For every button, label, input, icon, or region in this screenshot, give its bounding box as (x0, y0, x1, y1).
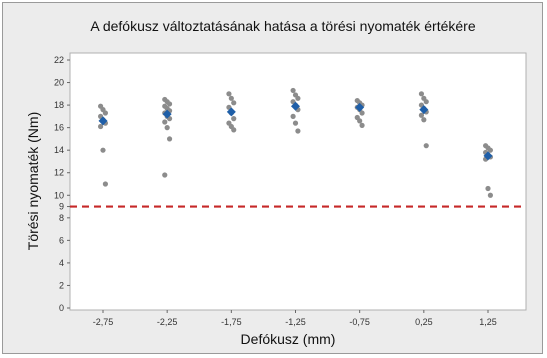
data-point (166, 101, 173, 107)
data-point (102, 110, 108, 116)
y-tick-label: 16 (54, 123, 64, 133)
x-tick-label: 1,25 (479, 317, 497, 327)
data-point (98, 123, 104, 130)
x-tick-label: -2,75 (93, 317, 114, 327)
data-point (292, 120, 299, 126)
data-point (418, 91, 425, 97)
data-point (228, 95, 234, 101)
data-point (485, 185, 491, 192)
y-tick-label: 9 (59, 202, 64, 212)
y-tick-label: 10 (54, 190, 64, 200)
y-tick-label: 8 (59, 213, 64, 223)
data-point (359, 122, 365, 128)
data-point (357, 118, 363, 124)
data-point (487, 147, 493, 153)
data-point (162, 172, 168, 178)
mean-marker (162, 109, 172, 119)
data-point (421, 117, 427, 123)
data-point (162, 119, 168, 125)
data-point (423, 143, 429, 149)
y-tick-label: 6 (59, 235, 64, 245)
data-point (231, 116, 237, 122)
data-point (290, 87, 296, 94)
mean-markers (98, 101, 493, 161)
x-tick-label: -2,25 (157, 317, 178, 327)
mean-marker (483, 151, 493, 161)
data-point (231, 100, 237, 106)
data-point (295, 128, 301, 134)
x-tick-label: -0,75 (349, 317, 370, 327)
y-axis: 0 2 4 6 89 10 12 14 16 18 20 22 (54, 55, 70, 313)
data-point (487, 192, 493, 198)
data-point (164, 125, 170, 131)
data-point (226, 91, 232, 97)
data-point (295, 95, 301, 101)
data-point (290, 113, 296, 119)
mean-marker (98, 116, 108, 126)
y-tick-label: 20 (54, 78, 64, 88)
x-axis: -2,75 -2,25 -1,75 -1,25 -0,75 0,25 1,25 (93, 310, 497, 327)
data-point (418, 112, 425, 118)
y-tick-label: 22 (54, 55, 64, 65)
x-tick-label: -1,25 (285, 317, 306, 327)
data-point (423, 99, 429, 105)
x-tick-label: 0,25 (415, 317, 433, 327)
data-point (102, 181, 108, 187)
mean-marker (226, 107, 236, 117)
y-axis-title: Törési nyomaték (Nm) (25, 112, 41, 250)
data-point (359, 110, 365, 116)
mean-marker (355, 102, 365, 112)
y-tick-label: 18 (54, 100, 64, 110)
plot-area (69, 52, 527, 311)
chart-title: A defókusz változtatásának hatása a töré… (90, 18, 475, 34)
mean-marker (419, 105, 429, 115)
x-axis-title: Defókusz (mm) (241, 331, 336, 347)
mean-marker (291, 101, 300, 111)
data-point (231, 127, 237, 133)
x-tick-label: -1,75 (221, 317, 242, 327)
data-point (100, 147, 106, 153)
y-tick-label: 0 (59, 303, 64, 313)
y-tick-label: 12 (54, 168, 64, 178)
y-tick-label: 4 (59, 258, 64, 268)
y-tick-label: 14 (54, 145, 64, 155)
y-tick-label: 2 (59, 280, 64, 290)
data-point (166, 136, 173, 142)
